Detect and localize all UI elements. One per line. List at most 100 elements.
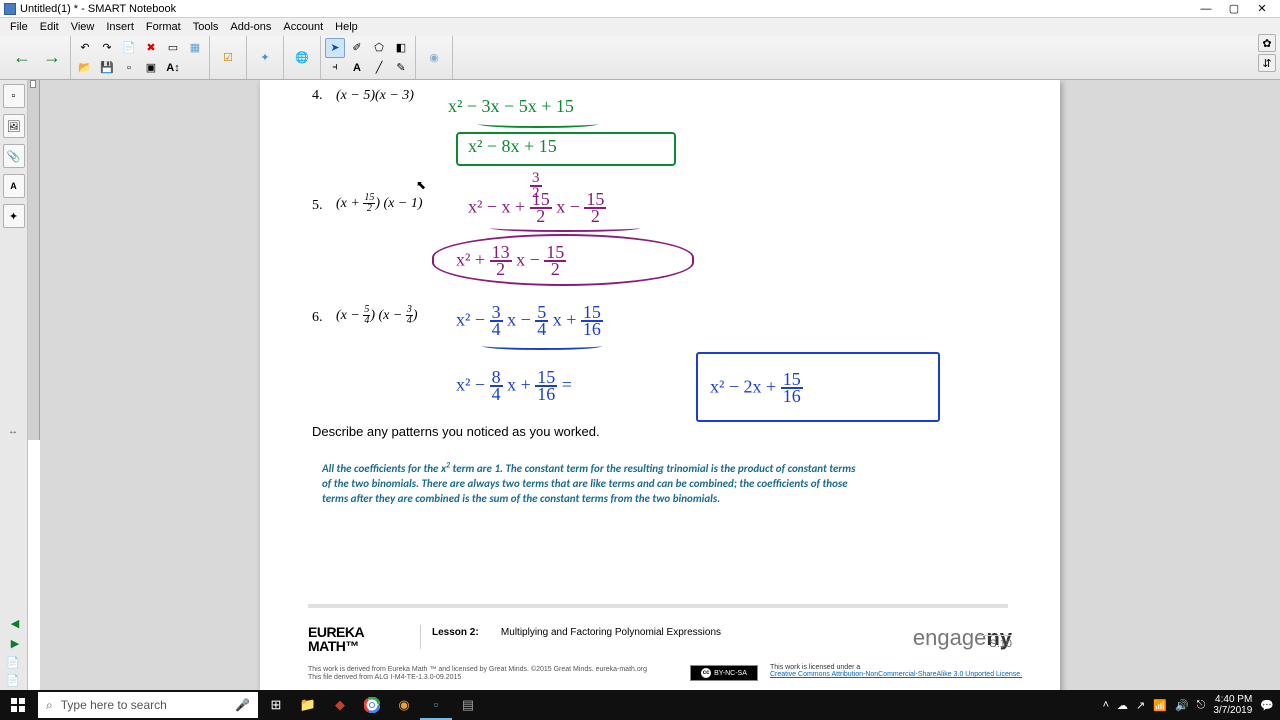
clock[interactable]: 4:40 PM3/7/2019: [1213, 694, 1252, 716]
nav-next-icon[interactable]: ▶: [6, 634, 24, 652]
properties-tab[interactable]: A: [3, 174, 25, 198]
menu-edit[interactable]: Edit: [34, 21, 65, 33]
globe-button[interactable]: 🌐: [288, 38, 316, 78]
menu-file[interactable]: File: [4, 21, 34, 33]
start-button[interactable]: [0, 690, 36, 720]
shape-tool[interactable]: ⬠: [369, 38, 389, 58]
handwriting-6-answer: x² − 2x + 1516: [710, 372, 803, 405]
new-page-button[interactable]: ▫: [119, 58, 139, 78]
save-button[interactable]: 💾: [97, 58, 117, 78]
chrome-icon[interactable]: [356, 690, 388, 720]
app3-icon[interactable]: ▤: [452, 690, 484, 720]
sorter-collapse-icon[interactable]: [30, 80, 36, 88]
tray-up-icon[interactable]: ˄: [1103, 699, 1109, 711]
select-tool[interactable]: ➤: [325, 38, 345, 58]
taskbar: ⌕ Type here to search 🎤 ⊞ 📁 ◆ ◉ ▫ ▤ ˄ ☁ …: [0, 690, 1280, 720]
brace-6: [482, 342, 602, 350]
response-button[interactable]: ◉: [420, 38, 448, 78]
attachments-tab[interactable]: 📎: [3, 144, 25, 168]
expand-icon[interactable]: ↔: [8, 426, 18, 437]
menu-tools[interactable]: Tools: [187, 21, 225, 33]
smartnotebook-icon[interactable]: ▫: [420, 690, 452, 720]
toolbar: ← → ↶ ↷ 📄 ✖ ▭ ▦ 📂 💾 ▫ ▣ A↕ ☑ ✦ 🌐 ➤ ✐ ⬠ ◧: [0, 36, 1280, 80]
handwriting-6-expand: x² − 34 x − 54 x + 1516: [456, 305, 603, 338]
tray-wifi-icon[interactable]: 📶: [1153, 699, 1167, 712]
capture-button[interactable]: ▣: [141, 58, 161, 78]
close-button[interactable]: ✕: [1248, 1, 1276, 17]
menu-addons[interactable]: Add-ons: [224, 21, 277, 33]
nav-prev-icon[interactable]: ◀: [6, 614, 24, 632]
minimize-button[interactable]: —: [1192, 1, 1220, 17]
addons-tab[interactable]: ✦: [3, 204, 25, 228]
notifications-icon[interactable]: 💬: [1260, 699, 1274, 712]
app1-icon[interactable]: ◆: [324, 690, 356, 720]
menu-help[interactable]: Help: [329, 21, 364, 33]
measure-tool[interactable]: ⫞: [325, 58, 345, 78]
check-button[interactable]: ☑: [214, 38, 242, 78]
next-page-button[interactable]: →: [38, 38, 66, 78]
gallery-tab[interactable]: 🖼: [3, 114, 25, 138]
brace-4: [478, 120, 598, 128]
handwriting-5-expand: x² − x + 152 x − 152: [468, 192, 606, 225]
problem-4-number: 4.: [312, 88, 323, 104]
nav-icon-a[interactable]: 📄: [6, 656, 24, 672]
maximize-button[interactable]: ▢: [1220, 1, 1248, 17]
menu-view[interactable]: View: [65, 21, 101, 33]
tray-cloud-icon[interactable]: ☁: [1117, 699, 1128, 712]
eureka-logo: EUREKAMATH™: [308, 625, 364, 653]
footer-divider: [420, 625, 421, 649]
problem-5-number: 5.: [312, 198, 323, 214]
pen-tool[interactable]: ✐: [347, 38, 367, 58]
separator-line: [308, 604, 1008, 608]
handwriting-5-answer: x² + 132 x − 152: [456, 245, 566, 278]
page-sorter-tab[interactable]: ▫: [3, 84, 25, 108]
move-toolbar-button[interactable]: ⇵: [1258, 54, 1276, 72]
handwriting-4-answer: x² − 8x + 15: [468, 136, 557, 157]
eraser-tool[interactable]: ◧: [391, 38, 411, 58]
prev-page-button[interactable]: ←: [8, 38, 36, 78]
tray-volume-icon[interactable]: 🔊: [1175, 699, 1189, 712]
search-icon: ⌕: [46, 698, 53, 713]
answer-text: All the coefficients for the x2 term are…: [322, 460, 867, 507]
open-button[interactable]: 📂: [75, 58, 95, 78]
document-page[interactable]: 4. (x − 5)(x − 3) x² − 3x − 5x + 15 x² −…: [260, 80, 1060, 690]
text-tool[interactable]: A: [347, 58, 367, 78]
table-button[interactable]: ▦: [185, 38, 205, 58]
puzzle-button[interactable]: ✦: [251, 38, 279, 78]
paste-button[interactable]: 📄: [119, 38, 139, 58]
nav-icon-b[interactable]: 📄: [6, 674, 24, 690]
handwriting-4-expand: x² − 3x − 5x + 15: [448, 96, 574, 117]
text-button[interactable]: A↕: [163, 58, 183, 78]
delete-button[interactable]: ✖: [141, 38, 161, 58]
fill-tool[interactable]: ✎: [391, 58, 411, 78]
brace-5: [490, 224, 640, 232]
cc-badge: BY-NC-SA: [690, 665, 758, 681]
explorer-icon[interactable]: 📁: [292, 690, 324, 720]
screen-button[interactable]: ▭: [163, 38, 183, 58]
search-placeholder: Type here to search: [61, 698, 167, 712]
problem-6-expr: (x − 54) (x − 34): [336, 305, 418, 326]
sorter-gutter[interactable]: [28, 80, 40, 440]
sidepanel: ▫ 🖼 📎 A ✦: [0, 80, 28, 690]
taskview-button[interactable]: ⊞: [260, 690, 292, 720]
handwriting-6-step2: x² − 84 x + 1516 =: [456, 370, 572, 403]
license-link[interactable]: Creative Commons Attribution-NonCommerci…: [770, 671, 1022, 678]
redo-button[interactable]: ↷: [97, 38, 117, 58]
toolbar-right: ✿ ⇵: [1258, 34, 1276, 72]
problem-5-expr: (x + 152) (x − 1): [336, 193, 422, 214]
page-number: S.10: [978, 635, 1012, 650]
copyright-text: This work is derived from Eureka Math ™ …: [308, 666, 647, 683]
undo-button[interactable]: ↶: [75, 38, 95, 58]
menu-format[interactable]: Format: [140, 21, 187, 33]
app2-icon[interactable]: ◉: [388, 690, 420, 720]
license-text: This work is licensed under aCreative Co…: [770, 664, 1022, 678]
window-title: Untitled(1) * - SMART Notebook: [20, 3, 1192, 15]
settings-button[interactable]: ✿: [1258, 34, 1276, 52]
tray-sync-icon[interactable]: ⎋: [1197, 699, 1206, 712]
search-box[interactable]: ⌕ Type here to search 🎤: [38, 692, 258, 718]
menu-account[interactable]: Account: [277, 21, 329, 33]
mic-icon[interactable]: 🎤: [235, 698, 250, 712]
tray-arrow-icon[interactable]: ↗: [1136, 699, 1145, 712]
line-tool[interactable]: ╱: [369, 58, 389, 78]
menu-insert[interactable]: Insert: [100, 21, 140, 33]
